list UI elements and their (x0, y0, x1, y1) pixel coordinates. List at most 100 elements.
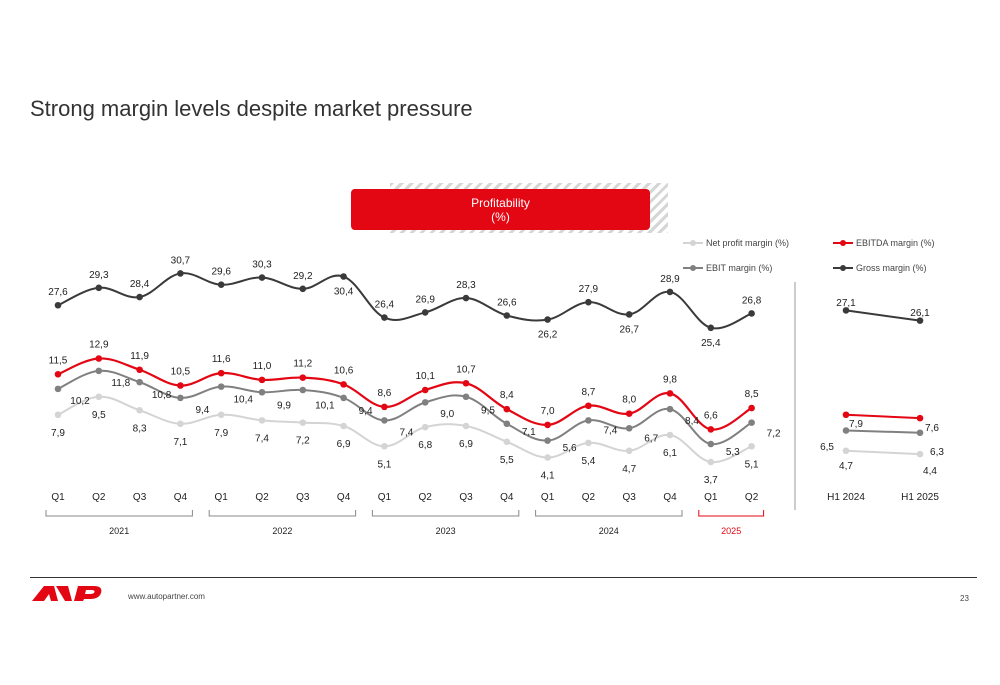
gross-value-label: 26,9 (415, 294, 435, 305)
gross-point (666, 288, 674, 296)
gross-value-label: 29,6 (211, 267, 231, 278)
gross-value-label: 30,7 (171, 255, 191, 266)
ebitda-value-label: 11,5 (49, 355, 68, 366)
gross-value-label: 30,4 (334, 287, 354, 298)
x-tick-label: Q1 (51, 492, 65, 503)
gross-value-label: 27,6 (48, 287, 68, 298)
x-tick-label: Q3 (133, 492, 147, 503)
h1-ebit-point (842, 427, 850, 434)
ebit-value-label: 5,6 (563, 443, 577, 454)
ebitda-value-label: 10,7 (456, 364, 476, 375)
footer-url[interactable]: www.autopartner.com (128, 592, 205, 601)
net-value-label: 6,9 (337, 439, 351, 450)
ebit-value-label: 9,5 (481, 405, 495, 416)
net-value-label: 6,9 (459, 439, 473, 450)
x-tick-label: Q2 (92, 492, 106, 503)
ebit-value-label: 10,4 (233, 395, 253, 406)
gross-value-label: 26,2 (538, 330, 558, 341)
h1-ebitda-point (842, 411, 850, 419)
gross-value-label: 26,6 (497, 298, 517, 309)
legend-net: Net profit margin (%) (683, 238, 789, 248)
net-value-label: 5,5 (500, 455, 514, 466)
h1-gross-line (845, 309, 921, 322)
ebit-point (136, 378, 143, 386)
ebitda-value-label: 11,6 (212, 354, 231, 365)
net-point (503, 438, 511, 446)
x-tick-label: Q1 (704, 492, 718, 503)
ebit-value-label: 9,0 (440, 409, 454, 420)
gross-point (95, 284, 103, 292)
ebit-point (625, 424, 633, 432)
h1-net-value-label: 4,4 (923, 466, 937, 477)
net-value-label: 5,1 (377, 459, 391, 470)
net-point (666, 431, 674, 439)
x-tick-label: Q3 (623, 492, 637, 503)
x-tick-label: Q3 (296, 492, 310, 503)
profitability-label: Profitability (471, 195, 530, 210)
net-value-label: 5,1 (745, 459, 759, 470)
ebit-line (57, 369, 753, 446)
ebitda-value-label: 8,5 (745, 389, 759, 400)
ebit-value-label: 10,2 (70, 396, 90, 407)
net-point (54, 411, 62, 419)
ebit-point (666, 405, 674, 413)
x-tick-label: Q2 (582, 492, 596, 503)
net-point (258, 417, 266, 424)
gross-point (585, 298, 592, 306)
ebit-value-label: 9,4 (359, 406, 373, 417)
net-point (95, 393, 103, 401)
ebit-value-label: 10,8 (152, 390, 172, 401)
x-tick-label: Q1 (215, 492, 229, 503)
legend-ebitda-label: EBITDA margin (%) (856, 238, 935, 248)
gross-point (381, 314, 388, 321)
h1-ebitda-line (845, 413, 921, 420)
gross-point (707, 324, 715, 332)
footer-divider (30, 577, 977, 578)
h1-gross-point (842, 307, 850, 314)
net-value-label: 7,1 (173, 437, 187, 448)
ebit-point (217, 383, 225, 390)
ebit-point (462, 393, 470, 401)
net-point (299, 419, 307, 426)
net-point (707, 458, 715, 466)
year-bracket (698, 510, 765, 517)
net-value-label: 4,1 (541, 471, 555, 482)
gross-point (421, 309, 429, 316)
ebitda-point (340, 381, 347, 388)
year-bracket (45, 510, 193, 517)
net-value-label: 7,2 (296, 436, 310, 447)
h1-ebit-line (845, 429, 921, 434)
gross-value-label: 26,7 (619, 324, 639, 335)
gross-point (217, 281, 225, 289)
net-point (177, 420, 184, 428)
net-value-label: 7,9 (51, 428, 65, 439)
gross-point (462, 294, 470, 302)
net-point (136, 406, 143, 414)
gross-value-label: 29,2 (293, 271, 313, 282)
h1-net-point (842, 447, 850, 455)
h1-net-line (845, 449, 921, 456)
ebitda-point (625, 410, 633, 417)
year-label: 2025 (721, 526, 741, 536)
net-point (421, 423, 429, 431)
ebitda-value-label: 11,0 (253, 361, 272, 372)
gross-value-label: 26,4 (375, 300, 395, 311)
ebitda-value-label: 8,0 (622, 395, 636, 406)
ebitda-value-label: 8,7 (581, 387, 595, 398)
h1-gross-value-label: 27,1 (836, 298, 856, 309)
ebitda-value-label: 10,6 (334, 365, 354, 376)
net-point (381, 442, 388, 450)
gross-value-label: 28,9 (660, 274, 680, 285)
x-tick-label: Q4 (663, 492, 677, 503)
ebitda-point (136, 366, 143, 374)
gross-value-label: 25,4 (701, 338, 721, 349)
ebit-point (748, 419, 755, 426)
ebit-point (381, 417, 388, 424)
ebitda-point (666, 390, 674, 397)
x-tick-label: Q2 (745, 492, 759, 503)
ebit-value-label: 7,1 (522, 427, 536, 438)
ebitda-point (462, 379, 470, 387)
legend-ebit-label: EBIT margin (%) (706, 263, 773, 273)
h1-x-tick-label: H1 2024 (827, 492, 865, 503)
h1-ebitda-point (916, 414, 924, 422)
